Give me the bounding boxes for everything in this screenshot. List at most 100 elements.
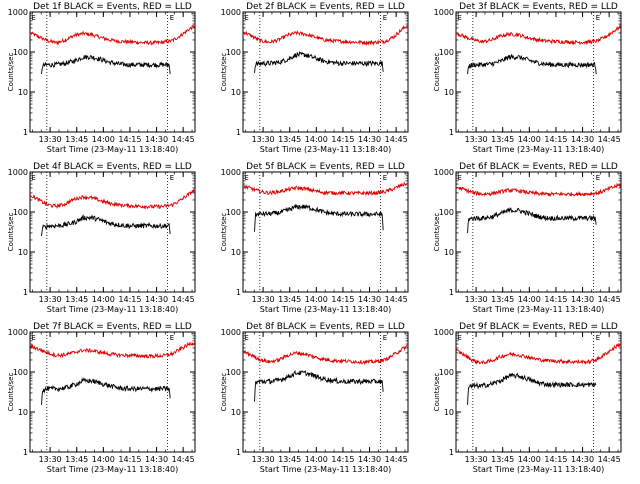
event-marker: E [383,334,387,342]
x-tick-label: 13:30 [39,135,62,144]
chart-panel-2: Det 2f BLACK = Events, RED = LLD 1 10 100 10… [220,2,409,154]
y-tick-label: 100 [439,208,454,217]
series-lld-line [455,342,622,365]
y-tick-label: 10 [231,408,241,417]
x-axis-label: Start Time (23-May-11 13:18:40) [47,465,178,474]
series-events-line [467,207,597,233]
y-tick-label: 10 [231,88,241,97]
chart-title: Det 2f BLACK = Events, RED = LLD [246,2,405,12]
y-axis-label: Counts/sec [7,373,15,412]
x-tick-label: 14:45 [385,135,408,144]
y-tick-label: 1000 [8,328,28,337]
series-events-line [254,203,384,232]
x-tick-label: 14:30 [358,135,381,144]
series-events-line [254,51,384,73]
x-tick-label: 13:45 [65,455,88,464]
x-tick-label: 14:00 [305,135,328,144]
x-tick-label: 14:30 [145,455,168,464]
x-tick-label: 14:00 [92,455,115,464]
x-tick-label: 13:30 [252,295,275,304]
x-tick-label: 14:45 [172,455,195,464]
series-events-line [254,370,384,402]
y-tick-label: 1000 [8,168,28,177]
plot-frame [29,331,196,453]
series-events-line [41,54,171,75]
x-tick-label: 13:45 [278,135,301,144]
series-lld-line [29,188,196,210]
y-tick-label: 1000 [221,8,241,17]
series-events-line [41,377,171,405]
x-tick-label: 13:30 [252,135,275,144]
x-tick-label: 14:15 [331,455,354,464]
x-tick-label: 14:45 [385,295,408,304]
series-events-line [467,53,597,75]
series-lld-line [242,180,409,197]
y-axis-label: Counts/sec [7,53,15,92]
x-axis-label: Start Time (23-May-11 13:18:40) [260,145,391,154]
y-axis-label: Counts/sec [433,213,441,252]
y-tick-label: 1 [236,288,241,297]
x-tick-label: 13:45 [491,135,514,144]
series-lld-line [29,24,196,47]
x-tick-label: 14:30 [145,135,168,144]
x-tick-label: 14:30 [358,295,381,304]
x-axis-label: Start Time (23-May-11 13:18:40) [260,305,391,314]
x-axis-label: Start Time (23-May-11 13:18:40) [260,465,391,474]
y-tick-label: 100 [13,368,28,377]
x-tick-label: 14:45 [598,295,621,304]
x-tick-label: 13:45 [278,455,301,464]
x-axis-label: Start Time (23-May-11 13:18:40) [47,305,178,314]
x-axis-label: Start Time (23-May-11 13:18:40) [473,305,604,314]
event-marker: E [596,14,600,22]
y-tick-label: 1000 [434,328,454,337]
series-lld-line [455,182,622,197]
chart-title: Det 6f BLACK = Events, RED = LLD [459,162,618,172]
x-tick-label: 14:15 [331,135,354,144]
event-marker: E [457,14,461,22]
plot-frame [455,171,622,293]
x-tick-label: 14:30 [358,455,381,464]
event-marker: E [244,174,248,182]
y-axis-label: Counts/sec [220,53,228,92]
chart-panel-1: Det 1f BLACK = Events, RED = LLD 1 10 100 10… [7,2,196,154]
y-tick-label: 10 [231,248,241,257]
x-tick-label: 14:00 [305,295,328,304]
x-tick-label: 14:15 [331,295,354,304]
event-marker: E [170,334,174,342]
y-tick-label: 100 [439,368,454,377]
y-tick-label: 1000 [221,328,241,337]
y-axis-label: Counts/sec [220,213,228,252]
series-lld-line [242,24,409,46]
plot-frame [242,11,409,133]
x-tick-label: 14:00 [305,455,328,464]
y-tick-label: 100 [439,48,454,57]
event-marker: E [383,14,387,22]
x-tick-label: 14:45 [172,135,195,144]
y-tick-label: 100 [226,208,241,217]
chart-panel-5: Det 5f BLACK = Events, RED = LLD 1 10 100 10… [220,162,409,314]
y-axis-label: Counts/sec [433,53,441,92]
x-tick-label: 14:00 [518,455,541,464]
chart-panel-6: Det 6f BLACK = Events, RED = LLD 1 10 100 10… [433,162,622,314]
x-tick-label: 14:00 [518,295,541,304]
y-tick-label: 1000 [221,168,241,177]
y-tick-label: 1 [449,128,454,137]
y-tick-label: 1 [449,448,454,457]
event-marker: E [596,334,600,342]
x-axis-label: Start Time (23-May-11 13:18:40) [473,145,604,154]
series-lld-line [29,341,196,360]
series-lld-line [455,24,622,46]
series-events-line [467,372,597,405]
event-marker: E [383,174,387,182]
y-tick-label: 1 [236,128,241,137]
y-tick-label: 10 [18,248,28,257]
chart-panel-4: Det 4f BLACK = Events, RED = LLD 1 10 100 10… [7,162,196,314]
y-tick-label: 1000 [434,168,454,177]
y-tick-label: 10 [18,408,28,417]
y-tick-label: 1 [23,128,28,137]
y-axis-label: Counts/sec [7,213,15,252]
x-tick-label: 13:45 [278,295,301,304]
event-marker: E [244,14,248,22]
